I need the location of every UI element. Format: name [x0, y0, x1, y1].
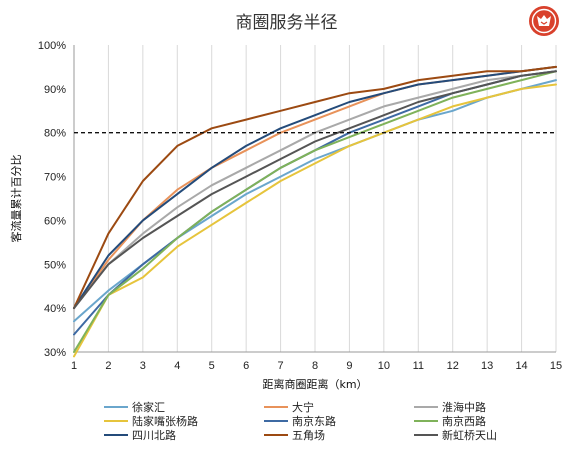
x-tick-label: 5 [209, 360, 215, 372]
series-line-8 [73, 65, 557, 310]
legend-label: 陆家嘴张杨路 [132, 414, 198, 428]
legend-label: 淮海中路 [442, 400, 486, 414]
x-tick-label: 8 [312, 360, 318, 372]
y-tick-label: 50% [44, 259, 66, 271]
x-tick-label: 6 [243, 360, 249, 372]
x-tick-label: 10 [378, 360, 390, 372]
y-tick-label: 70% [44, 172, 66, 184]
legend-label: 新虹桥天山 [442, 428, 497, 442]
x-tick-label: 4 [174, 360, 180, 372]
x-axis-label: 距离商圈距离（km） [262, 377, 367, 391]
legend-label: 四川北路 [132, 429, 176, 442]
legend-label: 五角场 [292, 428, 325, 442]
x-tick-label: 15 [550, 360, 562, 372]
series-line-4 [73, 83, 557, 358]
logo-icon [529, 6, 559, 36]
legend-label: 南京东路 [292, 414, 336, 428]
series-line-7 [73, 65, 557, 310]
y-tick-label: 80% [44, 128, 66, 140]
x-tick-label: 13 [481, 360, 493, 372]
x-tick-label: 3 [140, 360, 146, 372]
series-line-9 [73, 70, 557, 310]
series-line-6 [73, 70, 557, 353]
x-tick-label: 2 [105, 360, 111, 372]
x-tick-label: 11 [413, 360, 424, 372]
legend-label: 大宁 [292, 400, 314, 414]
legend-label: 南京西路 [442, 414, 486, 428]
y-axis-label: 客流量累计百分比 [9, 155, 23, 243]
x-tick-label: 7 [278, 360, 284, 372]
chart-title: 商圈服务半径 [235, 13, 338, 33]
y-tick-label: 30% [44, 347, 66, 359]
y-tick-label: 40% [44, 303, 66, 315]
x-tick-label: 12 [447, 360, 459, 372]
y-tick-label: 90% [44, 84, 66, 96]
x-tick-label: 14 [515, 360, 527, 372]
y-tick-label: 60% [44, 215, 66, 227]
legend-label: 徐家汇 [132, 400, 165, 414]
x-tick-label: 9 [346, 360, 352, 372]
x-tick-label: 1 [71, 360, 77, 372]
y-tick-label: 100% [38, 40, 66, 52]
